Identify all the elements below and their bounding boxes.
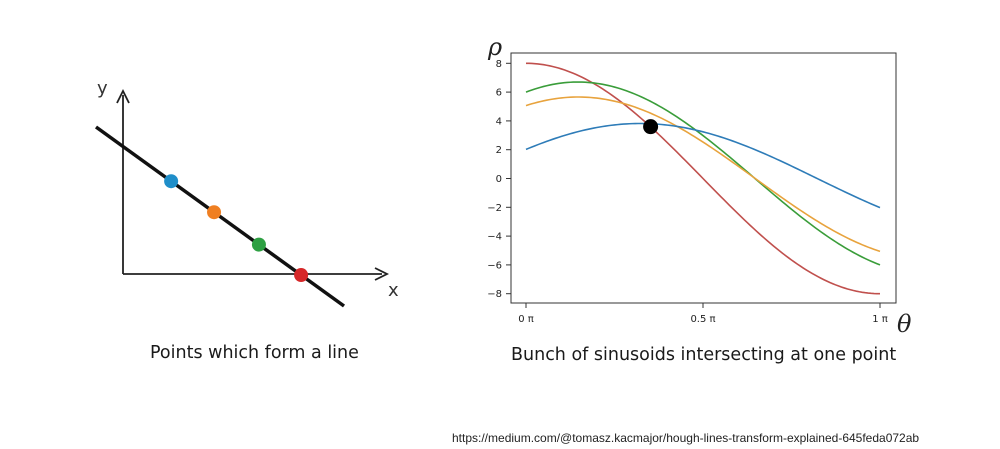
source-url-link[interactable]: https://medium.com/@tomasz.kacmajor/houg… <box>452 431 920 445</box>
left-caption: Points which form a line <box>150 343 359 363</box>
sinusoid-line <box>525 62 881 295</box>
theta-axis-label: θ <box>897 310 912 338</box>
x-axis-arrow-icon <box>374 267 390 281</box>
x-tick-label: 0.5 π <box>690 314 715 325</box>
line-point <box>251 237 266 252</box>
y-tick-label: 2 <box>496 145 502 156</box>
line-point <box>207 205 222 220</box>
right-chart: 8 6 4 2 0 −2 −4 −6 −8 0 π 0.5 π 1 π ρ θ <box>487 33 912 338</box>
right-caption: Bunch of sinusoids intersecting at one p… <box>511 345 897 365</box>
fitted-line <box>94 125 346 308</box>
y-tick-label: 4 <box>496 116 502 127</box>
x-tick-label: 1 π <box>872 314 888 325</box>
intersection-marker <box>643 119 659 135</box>
y-tick-label: 0 <box>496 174 502 185</box>
y-axis-label: y <box>97 78 108 99</box>
y-tick-label: −2 <box>487 203 502 214</box>
sinusoid-line <box>525 96 881 253</box>
line-point <box>294 268 309 283</box>
y-tick-label: 8 <box>496 59 502 70</box>
x-ticks: 0 π 0.5 π 1 π <box>518 303 888 325</box>
rho-axis-label: ρ <box>487 33 502 61</box>
x-tick-label: 0 π <box>518 314 534 325</box>
sinusoid-curves <box>525 62 881 295</box>
sinusoid-line <box>525 81 881 266</box>
left-diagram: y x <box>94 78 399 308</box>
points-group <box>164 174 309 283</box>
y-tick-label: 6 <box>496 88 502 99</box>
y-tick-label: −8 <box>487 289 502 300</box>
sinusoid-line <box>525 122 881 209</box>
line-point <box>164 174 179 189</box>
y-tick-label: −4 <box>487 232 502 243</box>
y-ticks: 8 6 4 2 0 −2 −4 −6 −8 <box>487 59 511 300</box>
x-axis-label: x <box>388 280 399 301</box>
y-axis-arrow-icon <box>116 88 130 104</box>
y-tick-label: −6 <box>487 260 502 271</box>
